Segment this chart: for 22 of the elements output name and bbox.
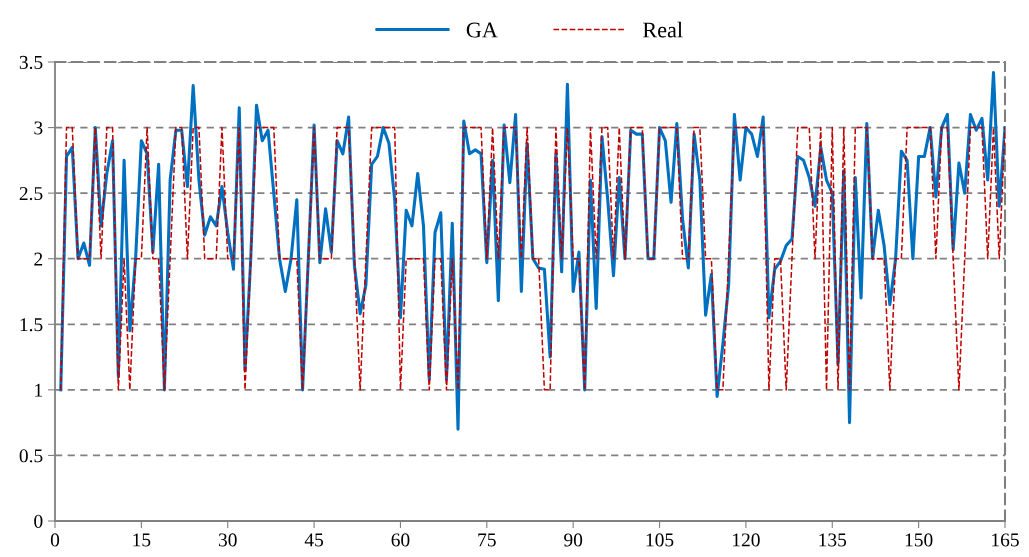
x-tick-label: 165 bbox=[992, 533, 1019, 547]
x-tick-label: 15 bbox=[133, 533, 151, 547]
y-tick-label: 1.5 bbox=[20, 318, 43, 332]
x-tick-label: 120 bbox=[733, 533, 760, 547]
y-tick-label: 2 bbox=[34, 252, 43, 266]
legend-label: GA bbox=[466, 22, 498, 38]
y-tick-label: 2.5 bbox=[19, 187, 43, 201]
x-tick-label: 30 bbox=[218, 533, 237, 547]
x-tick-label: 60 bbox=[391, 533, 410, 547]
x-tick-label: 135 bbox=[819, 533, 847, 547]
x-tick-label: 0 bbox=[50, 533, 60, 547]
y-tick-label: 3.5 bbox=[19, 55, 43, 70]
y-tick-label: 3 bbox=[34, 121, 43, 135]
y-tick-label: 1 bbox=[35, 383, 43, 397]
legend-label: Real bbox=[642, 21, 683, 38]
x-tick-label: 150 bbox=[905, 533, 933, 547]
y-tick-label: 0 bbox=[34, 514, 43, 528]
x-tick-label: 75 bbox=[478, 533, 496, 547]
x-tick-label: 105 bbox=[646, 533, 674, 547]
x-tick-label: 90 bbox=[564, 533, 583, 547]
x-tick-label: 45 bbox=[304, 533, 324, 547]
y-tick-label: 0.5 bbox=[19, 449, 43, 463]
